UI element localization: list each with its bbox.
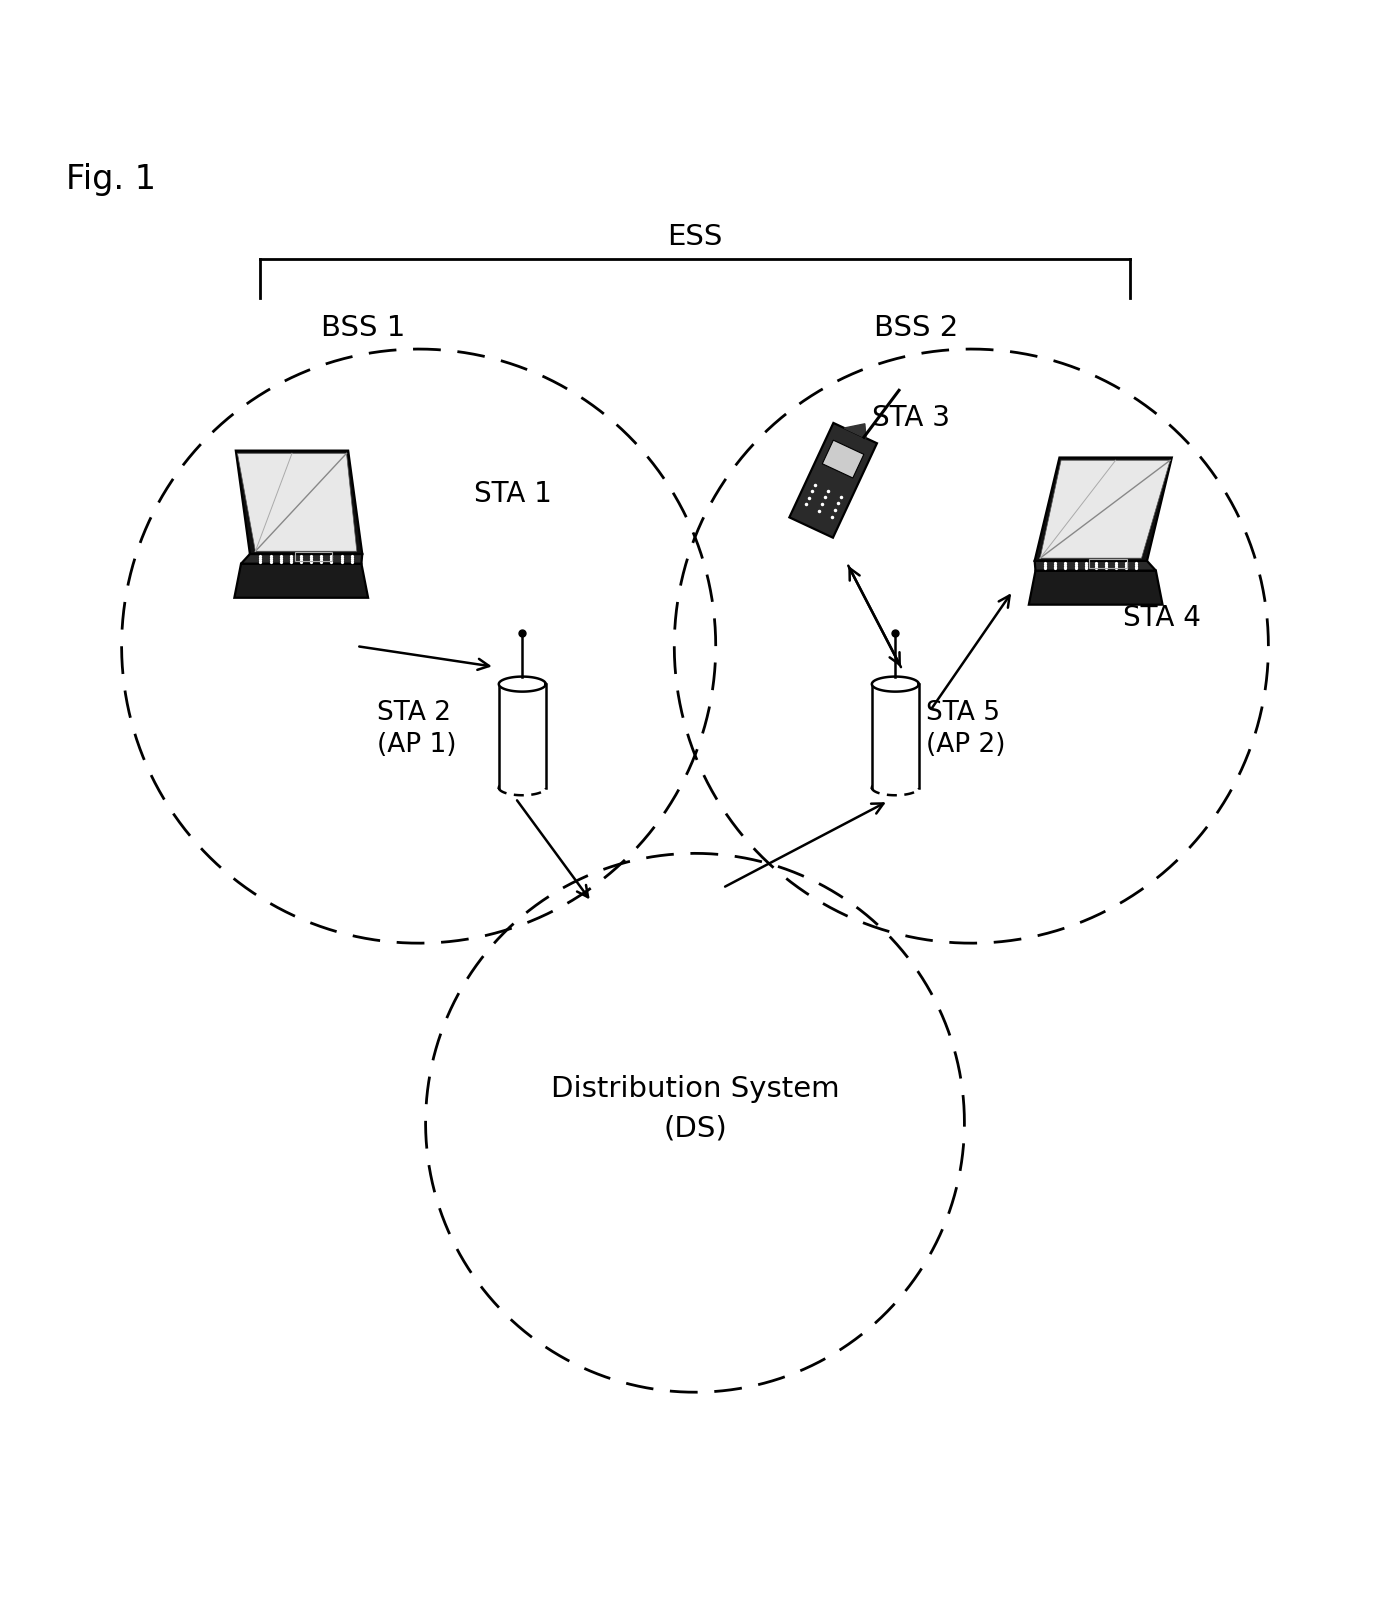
Text: STA 2
(AP 1): STA 2 (AP 1) (377, 700, 457, 758)
Polygon shape (235, 564, 368, 597)
Polygon shape (240, 554, 363, 563)
Polygon shape (1034, 560, 1156, 570)
Polygon shape (1029, 570, 1162, 605)
Polygon shape (238, 454, 357, 551)
Polygon shape (499, 684, 546, 787)
Text: STA 3: STA 3 (872, 404, 949, 431)
Text: ESS: ESS (667, 222, 723, 251)
Text: BSS 1: BSS 1 (321, 314, 406, 343)
Text: STA 4: STA 4 (1123, 604, 1201, 633)
Text: STA 5
(AP 2): STA 5 (AP 2) (926, 700, 1005, 758)
Polygon shape (1034, 457, 1172, 560)
Polygon shape (844, 423, 866, 438)
Text: STA 1: STA 1 (474, 480, 552, 509)
Polygon shape (872, 676, 919, 692)
Text: Distribution System
(DS): Distribution System (DS) (550, 1075, 840, 1143)
Polygon shape (823, 440, 863, 478)
Text: BSS 2: BSS 2 (874, 314, 958, 343)
Polygon shape (499, 676, 546, 692)
Polygon shape (1040, 460, 1170, 559)
Polygon shape (872, 684, 919, 787)
Polygon shape (790, 423, 877, 538)
Polygon shape (236, 451, 363, 554)
Text: Fig. 1: Fig. 1 (67, 163, 156, 195)
